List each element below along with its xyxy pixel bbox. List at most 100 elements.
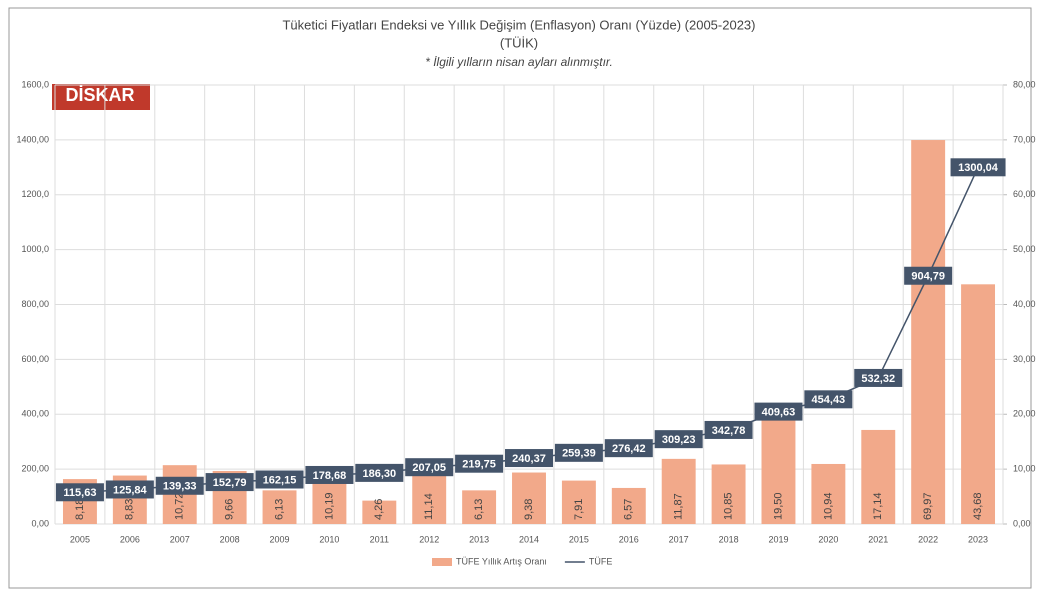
bar-value-label: 11,87	[673, 493, 685, 520]
y-tick-label: 400,00	[21, 409, 49, 419]
chart-title: Tüketici Fiyatları Endeksi ve Yıllık Değ…	[282, 17, 755, 32]
bar	[462, 490, 497, 524]
line-value-label: 219,75	[462, 459, 496, 471]
line-value-label: 276,42	[612, 443, 646, 455]
bar-value-label: 6,13	[273, 499, 285, 520]
x-tick-label: 2018	[719, 534, 739, 544]
bar	[512, 472, 546, 524]
bar-value-label: 11,14	[423, 493, 435, 520]
bar	[811, 463, 846, 524]
y2-tick-label: 60,00	[1013, 189, 1036, 199]
x-tick-label: 2021	[868, 534, 888, 544]
bar	[611, 487, 646, 524]
bar	[661, 458, 696, 524]
line-value-label: 207,05	[412, 462, 446, 474]
y-tick-label: 1200,0	[21, 189, 49, 199]
bar-value-label: 19,50	[772, 492, 784, 520]
x-tick-label: 2007	[170, 534, 190, 544]
line-value-label: 152,79	[213, 477, 247, 489]
line-value-label: 125,84	[113, 484, 148, 496]
bar	[861, 429, 896, 524]
line-label-box	[455, 454, 504, 473]
x-tick-label: 2010	[319, 534, 339, 544]
bar-value-label: 43,68	[972, 492, 984, 520]
line-label-box	[355, 463, 404, 482]
line-label-box	[55, 483, 104, 502]
bar-value-label: 10,19	[323, 492, 335, 520]
x-tick-label: 2009	[270, 534, 290, 544]
line-value-label: 139,33	[163, 481, 197, 493]
line-label-box	[704, 420, 753, 439]
y2-tick-label: 80,00	[1013, 79, 1036, 89]
line-value-label: 162,15	[263, 474, 297, 486]
y-tick-label: 1000,0	[21, 244, 49, 254]
y-tick-label: 0,00	[31, 518, 49, 528]
line-label-box	[554, 443, 603, 462]
line-label-box	[654, 430, 703, 449]
line-value-label: 115,63	[63, 487, 96, 499]
line-value-label: 186,30	[362, 468, 396, 480]
bar	[561, 480, 596, 524]
line-value-label: 532,32	[861, 373, 895, 385]
line-label-box	[305, 465, 354, 484]
bar	[911, 140, 946, 525]
bar-value-label: 9,38	[523, 499, 535, 520]
x-tick-label: 2015	[569, 534, 589, 544]
bar	[761, 416, 796, 524]
chart-note: * İlgili yılların nisan ayları alınmıştı…	[425, 55, 613, 69]
line-label-box	[205, 473, 254, 492]
bar-value-label: 6,13	[473, 499, 485, 520]
bar	[711, 464, 746, 524]
line-value-label: 904,79	[911, 271, 945, 283]
legend-swatch	[432, 558, 452, 566]
x-tick-label: 2011	[370, 534, 389, 544]
legend-label: TÜFE	[589, 556, 613, 566]
y2-tick-label: 30,00	[1013, 354, 1036, 364]
y2-tick-label: 40,00	[1013, 299, 1036, 309]
line-label-box	[604, 439, 653, 458]
line-label-box	[405, 458, 454, 477]
y2-tick-label: 10,00	[1013, 464, 1036, 474]
line-label-box	[505, 449, 553, 468]
x-tick-label: 2023	[968, 534, 988, 544]
line-value-label: 342,78	[712, 425, 746, 437]
chart-subtitle: (TÜİK)	[500, 35, 538, 50]
bar-value-label: 9,66	[224, 499, 236, 520]
x-tick-label: 2016	[619, 534, 639, 544]
bar-value-label: 8,18	[74, 499, 86, 520]
bar	[262, 490, 297, 524]
line-label-box	[854, 368, 903, 387]
x-tick-label: 2022	[918, 534, 938, 544]
y-tick-label: 1400,00	[16, 134, 49, 144]
x-tick-label: 2020	[818, 534, 838, 544]
line-value-label: 454,43	[812, 394, 846, 406]
bar-value-label: 7,91	[573, 499, 585, 520]
x-tick-label: 2005	[70, 534, 90, 544]
line-label-box	[105, 480, 154, 499]
line-value-label: 259,39	[562, 448, 596, 460]
bar-value-label: 10,72	[174, 492, 186, 520]
y-tick-label: 1600,0	[21, 79, 49, 89]
logo-box	[52, 84, 150, 110]
y-tick-label: 800,00	[21, 299, 49, 309]
line-label-box	[804, 390, 853, 409]
x-tick-label: 2013	[469, 534, 489, 544]
y2-tick-label: 20,00	[1013, 409, 1036, 419]
bar-value-label: 4,26	[373, 499, 385, 520]
bar-value-label: 6,57	[623, 499, 635, 520]
y-tick-label: 200,00	[21, 464, 49, 474]
line-label-box	[754, 402, 803, 421]
bar-value-label: 10,94	[822, 492, 834, 520]
line-label-box	[950, 158, 1006, 177]
y-tick-label: 600,00	[21, 354, 49, 364]
line-value-label: 178,68	[313, 470, 347, 482]
y2-tick-label: 0,00	[1013, 518, 1031, 528]
legend-label: TÜFE Yıllık Artış Oranı	[456, 556, 547, 566]
line-label-box	[904, 266, 953, 285]
line-value-label: 409,63	[762, 407, 796, 419]
bar-value-label: 17,14	[872, 492, 884, 520]
y2-tick-label: 70,00	[1013, 134, 1036, 144]
x-tick-label: 2012	[419, 534, 439, 544]
x-tick-label: 2008	[220, 534, 240, 544]
